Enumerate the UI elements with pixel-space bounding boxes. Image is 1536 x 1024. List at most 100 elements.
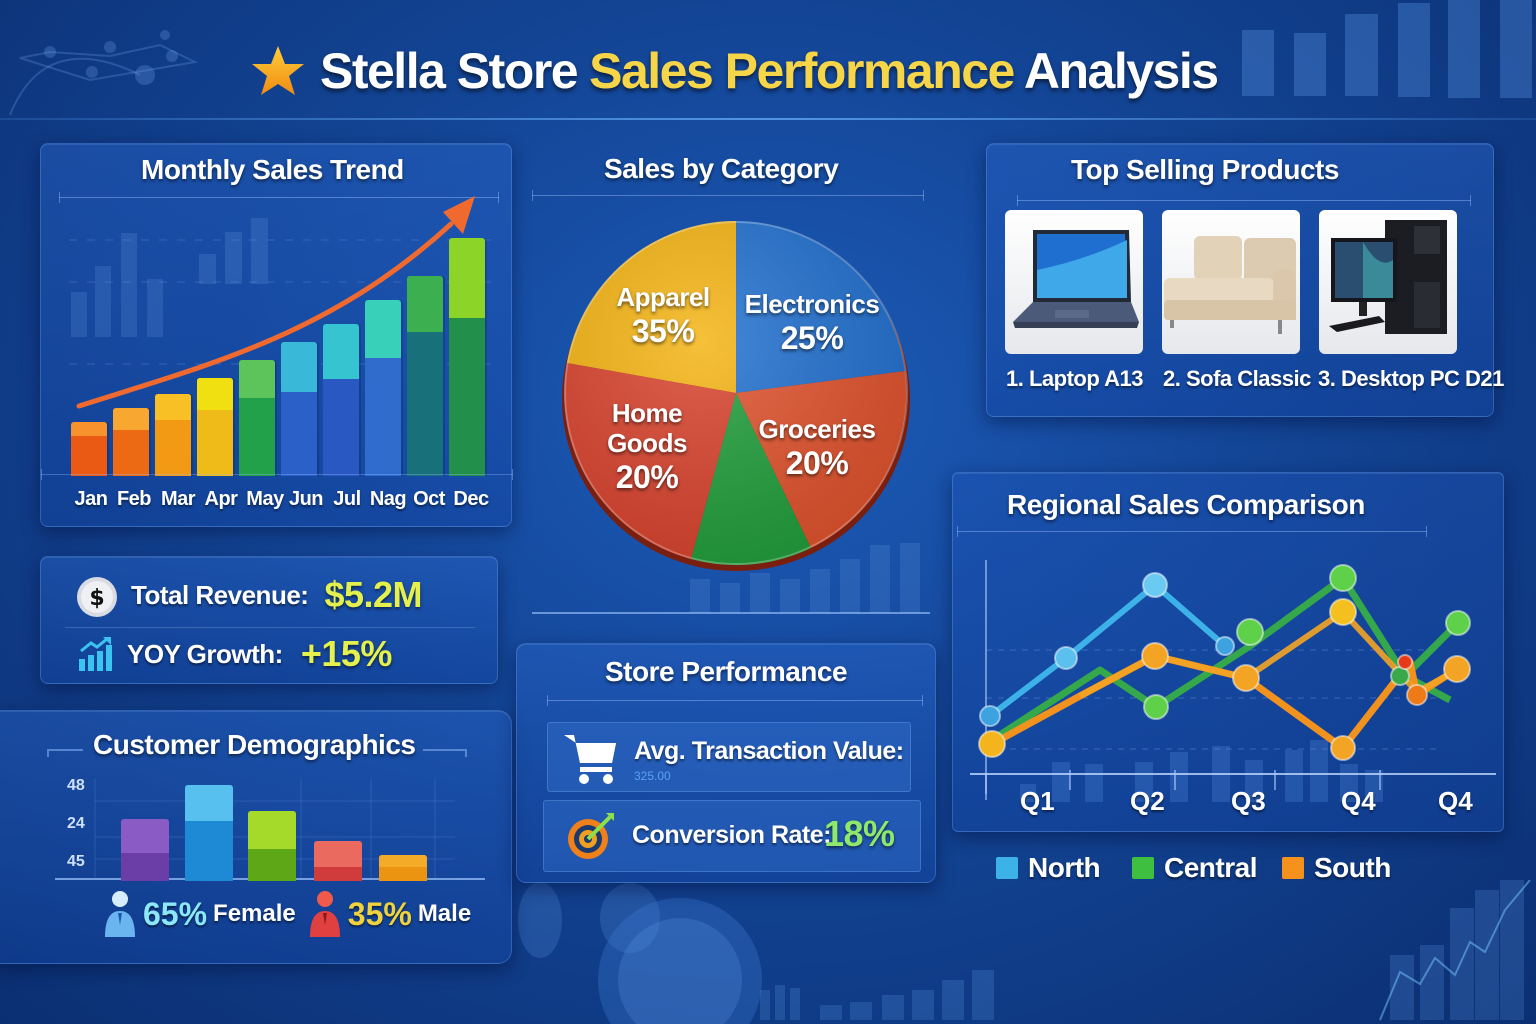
- month-label-mar: Mar: [160, 488, 196, 510]
- category-section: Sales by Category Apparel 35% Electronics…: [530, 143, 970, 623]
- growth-label: YOY Growth:: [127, 638, 283, 669]
- x-tick-q4-second: Q4: [1438, 786, 1473, 816]
- demographics-panel: Customer Demographics 48 24 45 65% Femal…: [0, 710, 512, 964]
- growth-chart-icon: [79, 637, 112, 671]
- top-products-title: Top Selling Products: [1071, 154, 1339, 185]
- product-label-1: 1. Laptop A13: [1006, 366, 1143, 391]
- conversion-rate-row: Conversion Rate: 18%: [543, 800, 921, 872]
- legend-swatch-central: [1132, 857, 1154, 879]
- conversion-rate-value: 18%: [824, 813, 895, 854]
- sofa-icon: [1164, 236, 1296, 334]
- bar-jun: [281, 342, 317, 476]
- demographics-bars: [121, 785, 441, 881]
- category-pie-chart: [562, 221, 910, 571]
- pie-label-groceries: Groceries 20%: [758, 414, 876, 481]
- title-rule: [532, 190, 924, 201]
- month-label-jun: Jun: [288, 488, 324, 510]
- product-label-3: 3. Desktop PC D21: [1318, 366, 1504, 391]
- female-person-icon: [105, 891, 135, 937]
- legend-label-south: South: [1314, 852, 1391, 883]
- background-grid: [69, 218, 501, 365]
- x-tick-q3: Q3: [1231, 786, 1266, 816]
- page-title: Stella Store Sales Performance Analysis: [250, 36, 1219, 106]
- growth-value: +15%: [300, 633, 393, 674]
- demo-bar-purple: [121, 819, 169, 881]
- demo-bar-blue: [185, 785, 233, 881]
- x-tick-q2: Q2: [1130, 786, 1165, 816]
- product-card-laptop[interactable]: [1005, 210, 1143, 354]
- month-label-may: May: [246, 488, 284, 510]
- legend-label-central: Central: [1164, 852, 1257, 883]
- background-bottom-decoration: [518, 880, 1531, 1024]
- trend-arrow-icon: [76, 196, 475, 409]
- title-rule: [59, 192, 499, 203]
- legend-swatch-south: [1282, 857, 1304, 879]
- bar-may: [239, 360, 275, 476]
- month-label-dec: Dec: [453, 488, 489, 510]
- store-performance-title: Store Performance: [605, 656, 848, 687]
- demo-bar-orange: [379, 855, 427, 881]
- gender-row: 65% Female 35% Male: [103, 889, 471, 939]
- revenue-row: $ Total Revenue: $5.2M: [75, 571, 422, 619]
- legend-south[interactable]: South: [1282, 852, 1391, 884]
- regional-title: Regional Sales Comparison: [1007, 489, 1365, 520]
- svg-text:$: $: [89, 586, 104, 611]
- title-rule: [547, 695, 923, 706]
- legend-central[interactable]: Central: [1132, 852, 1257, 884]
- kpi-panel: $ Total Revenue: $5.2M YOY Growth: +15%: [40, 556, 498, 684]
- title-rule: [1017, 195, 1471, 206]
- desktop-pc-icon: [1329, 220, 1447, 334]
- y-tick: 45: [67, 853, 85, 870]
- pie-label-home-goods: Home Goods 20%: [607, 398, 687, 495]
- legend-north[interactable]: North: [996, 852, 1101, 884]
- title-rule: [957, 526, 1427, 537]
- female-percent: 65%: [143, 895, 208, 932]
- title-highlight: Sales Performance: [589, 43, 1015, 99]
- star-icon: [252, 46, 304, 95]
- bar-jan: [71, 422, 107, 476]
- product-card-sofa[interactable]: [1162, 210, 1300, 354]
- male-person-icon: [309, 891, 340, 937]
- revenue-value: $5.2M: [324, 574, 422, 615]
- category-title: Sales by Category: [604, 153, 839, 184]
- pie-label-electronics: Electronics 25%: [744, 289, 880, 356]
- month-label-feb: Feb: [116, 488, 152, 510]
- avg-transaction-row: Avg. Transaction Value: 325.00: [547, 722, 911, 792]
- shopping-cart-icon: [564, 735, 616, 784]
- background-circuit-decoration: [9, 30, 199, 116]
- month-label-jul: Jul: [333, 488, 361, 510]
- male-label: Male: [417, 900, 472, 927]
- header-divider: [0, 118, 1536, 120]
- revenue-label: Total Revenue:: [131, 579, 309, 610]
- background-mini-bars: [532, 543, 930, 614]
- series-north: [988, 582, 1227, 719]
- month-label-nag: Nag: [369, 488, 407, 510]
- kpi-divider: [65, 627, 475, 628]
- x-tick-q1: Q1: [1020, 786, 1055, 816]
- legend-label-north: North: [1028, 852, 1101, 883]
- demographics-title: Customer Demographics: [93, 729, 416, 760]
- bar-jul: [323, 324, 359, 476]
- title-suffix: Analysis: [1023, 43, 1219, 99]
- male-percent: 35%: [347, 895, 412, 932]
- monthly-bars: [71, 234, 491, 476]
- product-card-desktop[interactable]: [1319, 210, 1457, 354]
- y-tick: 48: [67, 777, 85, 794]
- title-store-name: Stella Store: [320, 43, 579, 99]
- pie-label-apparel: Apparel 35%: [616, 282, 710, 349]
- avg-transaction-value: 325.00: [634, 769, 671, 783]
- conversion-rate-label: Conversion Rate:: [632, 821, 831, 849]
- laptop-icon: [1013, 230, 1139, 328]
- legend-swatch-north: [996, 857, 1018, 879]
- regional-line-chart: [970, 560, 1496, 802]
- month-label-oct: Oct: [413, 488, 445, 510]
- axis-base: [41, 469, 513, 480]
- month-label-apr: Apr: [204, 488, 238, 510]
- product-label-2: 2. Sofa Classic: [1163, 366, 1311, 391]
- bar-mar: [155, 394, 191, 476]
- monthly-sales-panel: Monthly Sales Trend Jan Feb Mar Apr May …: [40, 143, 513, 527]
- demo-bar-green: [248, 811, 296, 881]
- title-bracket-right: [423, 749, 467, 757]
- dollar-coin-icon: $: [77, 577, 117, 617]
- demo-bar-red: [314, 841, 362, 881]
